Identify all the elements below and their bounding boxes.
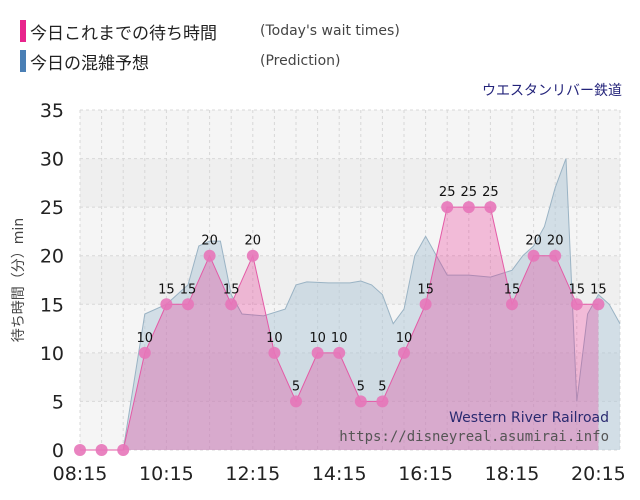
plot-band: [80, 110, 620, 159]
actual-point: [203, 249, 216, 262]
y-tick-label: 20: [40, 246, 64, 268]
legend-actual-label: 今日これまでの待ち時間: [30, 23, 217, 44]
actual-point: [441, 201, 454, 214]
legend-actual-swatch: [20, 20, 26, 42]
data-label: 15: [158, 282, 175, 297]
data-label: 5: [378, 379, 386, 394]
data-label: 10: [266, 331, 283, 346]
data-label: 25: [439, 185, 456, 200]
attraction-name: ウエスタンリバー鉄道: [482, 83, 622, 99]
y-tick-label: 10: [40, 343, 64, 365]
actual-area: [80, 207, 599, 450]
legend-prediction: 今日の混雑予想 (Prediction): [20, 48, 340, 74]
data-label: 20: [245, 234, 262, 249]
actual-point: [506, 298, 518, 311]
actual-point: [95, 444, 108, 456]
x-tick-label: 20:15: [571, 463, 626, 485]
y-tick-label: 15: [40, 294, 64, 316]
actual-point: [462, 201, 475, 214]
actual-point: [549, 249, 562, 262]
actual-point: [246, 249, 259, 262]
watermark-url: https://disneyreal.asumirai.info: [339, 429, 609, 445]
legend-prediction-label: 今日の混雑予想: [30, 53, 149, 74]
y-tick-label: 5: [52, 391, 64, 413]
actual-point: [376, 395, 389, 408]
actual-point: [419, 298, 432, 311]
actual-point: [74, 444, 86, 456]
data-label: 20: [201, 234, 218, 249]
data-label: 20: [547, 234, 564, 249]
actual-point: [398, 346, 410, 359]
data-label: 25: [461, 185, 478, 200]
data-label: 15: [180, 282, 197, 297]
data-label: 15: [223, 282, 240, 297]
y-tick-label: 35: [40, 100, 64, 122]
data-label: 5: [357, 379, 365, 394]
y-tick-label: 25: [40, 197, 64, 219]
watermark-name: Western River Railroad: [449, 410, 609, 426]
x-tick-label: 16:15: [398, 463, 453, 485]
data-label: 25: [482, 185, 499, 200]
prediction-area: [80, 158, 620, 450]
y-tick-label: 30: [40, 149, 64, 171]
data-label: 15: [590, 282, 607, 297]
plot-band: [80, 158, 620, 208]
actual-point: [484, 201, 497, 214]
data-label: 15: [569, 282, 586, 297]
data-label: 10: [331, 331, 348, 346]
legend-prediction-swatch: [20, 50, 26, 72]
data-label: 15: [417, 282, 434, 297]
prediction-line: [80, 158, 621, 451]
actual-point: [290, 395, 302, 408]
legend-prediction-sublabel: (Prediction): [260, 53, 341, 69]
data-label: 10: [137, 331, 154, 346]
legend-actual: 今日これまでの待ち時間 (Today's wait times): [20, 18, 400, 44]
actual-point: [354, 395, 367, 408]
plot-band: [80, 207, 620, 256]
x-tick-label: 08:15: [53, 463, 108, 485]
data-label: 10: [396, 331, 413, 346]
data-label: 5: [292, 379, 300, 394]
x-tick-label: 18:15: [485, 463, 540, 485]
data-label: 10: [309, 331, 326, 346]
actual-point: [592, 298, 605, 311]
actual-point: [311, 346, 324, 359]
actual-point: [268, 346, 281, 359]
actual-point: [182, 298, 194, 311]
y-axis-label: 待ち時間（分）min: [11, 218, 27, 342]
actual-point: [527, 249, 540, 262]
actual-point: [333, 346, 346, 359]
y-tick-label: 0: [52, 440, 64, 462]
x-tick-label: 12:15: [225, 463, 280, 485]
data-label: 15: [504, 282, 521, 297]
legend-actual-sublabel: (Today's wait times): [260, 23, 400, 39]
x-tick-label: 14:15: [312, 463, 367, 485]
actual-point: [117, 444, 130, 456]
actual-point: [225, 298, 238, 311]
actual-point: [138, 346, 151, 359]
actual-point: [570, 298, 583, 311]
data-label: 20: [525, 234, 542, 249]
actual-point: [160, 298, 173, 311]
x-tick-label: 10:15: [139, 463, 194, 485]
